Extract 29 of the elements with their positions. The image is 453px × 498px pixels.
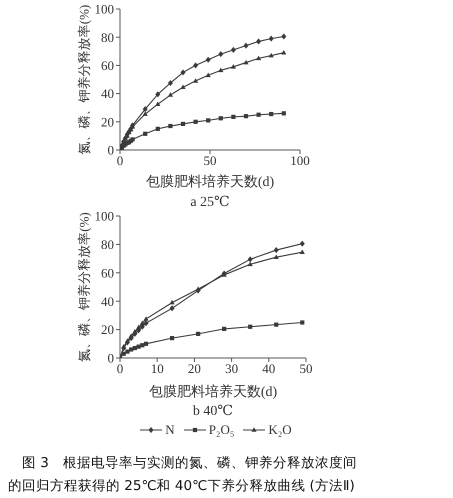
- x-axis-title: 包膜肥料培养天数(d): [144, 175, 276, 191]
- y-tick-label: 60: [101, 58, 114, 74]
- y-tick-label: 0: [108, 142, 114, 158]
- legend-label: N: [165, 422, 175, 438]
- y-axis-title: 氮、磷、钾养分释放率(%): [76, 4, 92, 154]
- text: b 40℃: [192, 404, 234, 420]
- x-tick-label: 30: [225, 361, 238, 376]
- text: a 25℃: [190, 195, 230, 210]
- x-tick-label: 50: [300, 361, 312, 376]
- x-tick-label: 40: [262, 361, 276, 376]
- y-tick-label: 100: [94, 208, 114, 224]
- y-tick-label: 40: [101, 294, 114, 309]
- x-tick-label: 10: [150, 361, 164, 376]
- y-axis-title: 氮、磷、钾养分释放率(%): [76, 212, 92, 362]
- legend-label: P₂O₅: [208, 422, 234, 438]
- y-tick-label: 20: [101, 322, 114, 338]
- y-tick-label: 40: [101, 86, 114, 102]
- x-tick-label: 100: [290, 153, 310, 168]
- y-tick-label: 100: [94, 2, 114, 17]
- x-axis-title: 包膜肥料培养天数(d): [148, 385, 278, 401]
- legend-label: K₂O: [268, 422, 292, 438]
- y-tick-label: 0: [108, 350, 114, 366]
- x-tick-label: 20: [188, 361, 201, 376]
- x-tick-label: 50: [204, 153, 216, 168]
- y-tick-label: 80: [101, 30, 114, 45]
- y-tick-label: 80: [101, 237, 114, 252]
- caption: 图 3 根据电导率与实测的氮、磷、钾养分释放浓度间的回归方程获得的 25℃和 40℃下养分释放曲线 (方法Ⅱ): [8, 454, 358, 496]
- y-tick-label: 60: [101, 265, 114, 280]
- y-tick-label: 20: [101, 114, 114, 130]
